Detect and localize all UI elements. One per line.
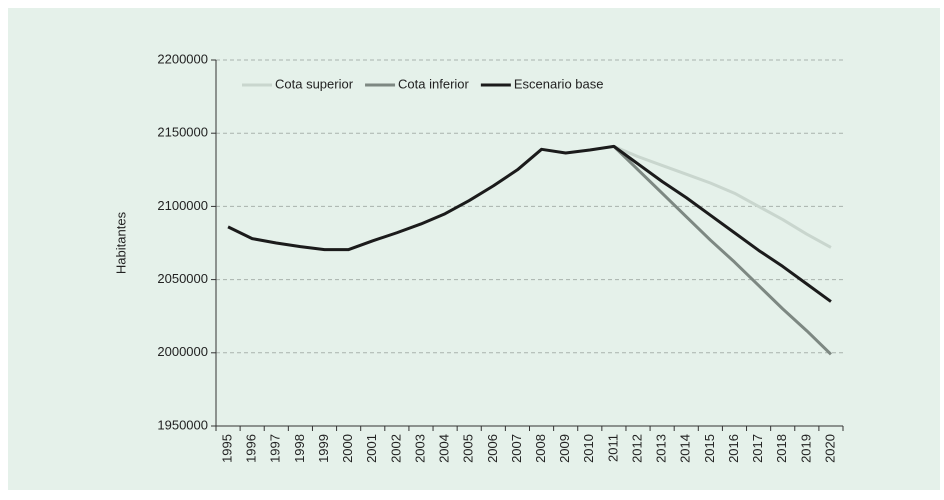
x-tick-label: 2009 [557,434,572,463]
x-tick-label: 2002 [388,434,403,463]
y-tick-label: 2000000 [157,344,208,359]
series-line [227,144,832,303]
y-tick-label: 2200000 [157,51,208,66]
x-tick-label: 2003 [412,434,427,463]
x-tick-label: 2013 [654,434,669,463]
x-tick-label: 2005 [461,434,476,463]
x-tick-label: 2018 [774,434,789,463]
x-tick-label: 2004 [437,434,452,463]
x-tick-label: 2012 [629,434,644,463]
x-tick-label: 2016 [726,434,741,463]
y-tick-label: 2100000 [157,198,208,213]
x-tick-label: 2019 [798,434,813,463]
y-axis-label: Habitantes [113,211,128,274]
legend-label: Cota inferior [398,76,469,91]
x-tick-label: 2014 [678,434,693,463]
x-tick-label: 1996 [244,434,259,463]
x-tick-label: 2006 [485,434,500,463]
y-tick-label: 2150000 [157,125,208,140]
x-tick-label: 2007 [509,434,524,463]
x-tick-label: 2015 [702,434,717,463]
x-tick-label: 1995 [219,434,234,463]
x-tick-label: 1998 [292,434,307,463]
series-line [612,145,832,356]
x-tick-label: 2010 [581,434,596,463]
x-tick-label: 2017 [750,434,765,463]
x-tick-label: 1999 [316,434,331,463]
y-tick-label: 2050000 [157,271,208,286]
x-tick-label: 2008 [533,434,548,463]
x-tick-label: 2001 [364,434,379,463]
legend-label: Cota superior [275,76,354,91]
x-tick-label: 2011 [605,434,620,462]
y-tick-label: 1950000 [157,417,208,432]
panel [8,8,940,490]
series-line [613,144,832,249]
x-tick-label: 2020 [822,434,837,463]
x-tick-label: 1997 [268,434,283,463]
x-tick-label: 2000 [340,434,355,463]
legend-label: Escenario base [514,76,604,91]
